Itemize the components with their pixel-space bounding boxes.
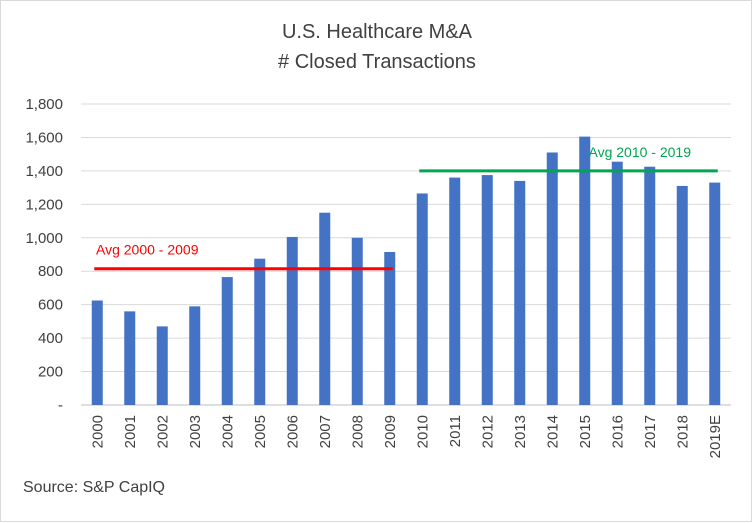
bar: [514, 180, 526, 405]
bar: [546, 152, 558, 405]
y-tick-label: 400: [38, 330, 63, 347]
y-tick-label: 1,600: [25, 129, 63, 146]
x-tick-label: 2011: [447, 415, 464, 447]
average-label: Avg 2010 - 2019: [589, 144, 692, 160]
bar: [481, 175, 493, 405]
x-tick-label: 2008: [349, 415, 366, 448]
y-tick-label: 1,200: [25, 196, 63, 213]
x-tick-label: 2003: [187, 415, 204, 448]
bar: [611, 161, 623, 405]
y-tick-label: 1,400: [25, 163, 63, 180]
bar: [319, 212, 331, 405]
x-tick-label: 2005: [252, 415, 269, 448]
bar: [676, 185, 688, 405]
bar: [351, 237, 363, 405]
average-label: Avg 2000 - 2009: [96, 242, 199, 258]
y-tick-label: -: [58, 397, 63, 414]
x-tick-label: 2007: [317, 415, 334, 448]
bar: [286, 236, 298, 405]
x-tick-label: 2012: [479, 415, 496, 448]
x-tick-label: 2004: [219, 415, 236, 448]
source-note: Source: S&P CapIQ: [23, 479, 165, 496]
y-tick-label: 200: [38, 364, 63, 381]
x-tick-label: 2006: [284, 415, 301, 448]
bar: [156, 326, 168, 405]
bar: [709, 182, 721, 405]
x-tick-label: 2002: [154, 415, 171, 448]
bar: [221, 277, 233, 405]
x-tick-label: 2014: [544, 415, 561, 448]
bar: [416, 193, 428, 405]
bar: [124, 311, 136, 405]
bar: [579, 136, 591, 405]
y-tick-label: 800: [38, 263, 63, 280]
x-tick-label: 2016: [609, 415, 626, 448]
chart-subtitle: # Closed Transactions: [278, 51, 476, 73]
x-tick-label: 2010: [414, 415, 431, 448]
x-tick-label: 2009: [382, 415, 399, 448]
x-tick-label: 2001: [122, 415, 139, 448]
x-tick-label: 2013: [512, 415, 529, 448]
y-tick-label: 1,000: [25, 230, 63, 247]
x-tick-label: 2018: [674, 415, 691, 448]
x-tick-label: 2015: [577, 415, 594, 448]
bar: [189, 306, 201, 405]
chart-title: U.S. Healthcare M&A: [281, 21, 473, 43]
x-tick-label: 2019E: [707, 415, 724, 458]
bar: [91, 300, 103, 405]
bar: [644, 166, 656, 405]
x-tick-label: 2017: [642, 415, 659, 448]
bar: [449, 177, 461, 405]
bar: [384, 251, 396, 405]
x-tick-label: 2000: [89, 415, 106, 448]
bar: [254, 258, 266, 405]
y-tick-label: 1,800: [25, 96, 63, 113]
y-tick-label: 600: [38, 297, 63, 314]
